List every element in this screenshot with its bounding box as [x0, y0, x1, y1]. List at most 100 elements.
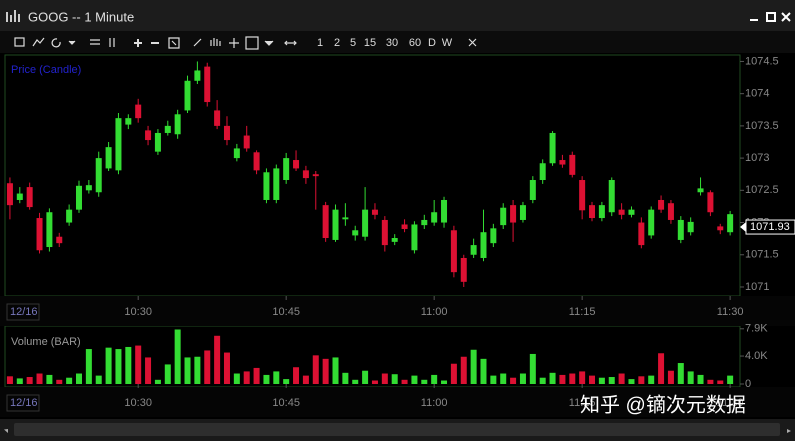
interval-button[interactable]: 2	[334, 37, 340, 49]
x-tick-label: 11:15	[569, 306, 596, 318]
volume-bar	[135, 345, 142, 384]
volume-bar	[85, 349, 92, 384]
volume-bar	[658, 353, 665, 384]
y-tick-label: 1071	[745, 281, 769, 293]
volume-bar	[519, 373, 526, 384]
candle-body	[253, 152, 260, 171]
date-label: 12/16	[10, 397, 38, 409]
scroll-icon[interactable]	[284, 40, 297, 46]
print-icon[interactable]	[14, 37, 25, 47]
interval-button[interactable]: 60	[409, 37, 421, 49]
candle-body	[85, 185, 92, 191]
volume-bar	[342, 372, 349, 384]
candle-body	[95, 158, 102, 193]
candle-body	[500, 207, 507, 226]
candle-body	[362, 209, 369, 237]
date-box	[6, 303, 40, 321]
volume-bar	[362, 370, 369, 384]
volume-bar	[480, 358, 487, 384]
maximize-button[interactable]	[766, 12, 776, 22]
interval-button[interactable]: W	[442, 37, 453, 49]
y-tick-label: 4.0K	[745, 350, 768, 362]
title-bar	[0, 0, 795, 31]
candle-body	[302, 170, 309, 179]
volume-bar	[549, 372, 556, 384]
volume-bar	[145, 357, 152, 384]
candle-body	[342, 217, 349, 220]
volume-bar	[194, 356, 201, 384]
y-tick-label: 0	[745, 378, 751, 390]
y-tick-label: 1073.5	[745, 120, 779, 132]
interval-button[interactable]: 15	[364, 37, 376, 49]
candle-body	[667, 203, 674, 220]
interval-button[interactable]: 5	[350, 37, 356, 49]
clear-icon[interactable]	[468, 38, 477, 47]
volume-bar	[214, 335, 221, 384]
candle-body	[332, 209, 339, 240]
volume-bar	[204, 350, 211, 384]
candle-body	[441, 199, 448, 223]
volume-bar	[618, 373, 625, 384]
candle-body	[204, 66, 211, 103]
price-pane	[4, 54, 741, 297]
volume-bar	[66, 377, 73, 384]
candle-body	[707, 192, 714, 213]
date-label: 12/16	[10, 306, 38, 318]
x-tick-label: 10:30	[124, 306, 152, 318]
volume-bar	[431, 374, 438, 384]
last-price-pointer	[740, 222, 746, 233]
x-tick-label: 11:15	[569, 397, 596, 409]
candle-body	[519, 205, 526, 220]
line-tool-icon[interactable]	[245, 36, 259, 50]
volume-bar	[460, 356, 467, 384]
volume-bar	[352, 379, 359, 384]
interval-button[interactable]: 1	[317, 37, 323, 49]
vlines-icon[interactable]	[109, 38, 115, 47]
volume-bar	[539, 377, 546, 384]
volume-bar	[302, 375, 309, 384]
candle-body	[608, 180, 615, 213]
date-box	[6, 394, 40, 412]
volume-bar	[687, 371, 694, 384]
hlines-icon[interactable]	[90, 39, 100, 45]
dropdown-icon[interactable]	[68, 40, 76, 45]
volume-bar	[638, 376, 645, 384]
draw-icon[interactable]	[193, 38, 202, 47]
dropdown-icon[interactable]	[264, 40, 274, 46]
candle-body	[115, 118, 122, 171]
candle-body	[36, 218, 43, 251]
x-tick-label: 11:30	[717, 397, 744, 409]
volume-bar	[164, 364, 171, 384]
reload-icon[interactable]	[51, 38, 61, 48]
volume-pane	[4, 325, 741, 388]
volume-bar	[293, 367, 300, 384]
candle-body	[66, 209, 73, 223]
chart-type-icon[interactable]	[32, 37, 45, 47]
volume-bar	[490, 375, 497, 384]
volume-bar	[450, 363, 457, 384]
close-button[interactable]	[781, 12, 791, 22]
candle-body	[233, 148, 240, 159]
y-tick-label: 1071.5	[745, 249, 779, 261]
pan-icon[interactable]	[210, 38, 221, 46]
y-tick-label: 1073	[745, 152, 769, 164]
volume-bar	[707, 379, 714, 384]
watermark: 知乎 @镝次元数据	[580, 393, 746, 416]
candle-body	[145, 130, 152, 141]
crosshair-icon[interactable]	[229, 38, 239, 48]
scrollbar-thumb[interactable]	[14, 423, 780, 436]
candle-body	[717, 226, 724, 231]
fit-icon[interactable]	[168, 37, 180, 49]
minimize-button[interactable]	[750, 19, 758, 21]
x-tick-label: 10:45	[272, 397, 300, 409]
interval-button[interactable]: 30	[386, 37, 398, 49]
interval-button[interactable]: D	[428, 37, 436, 49]
zoom-in-icon[interactable]	[134, 39, 142, 47]
volume-bar	[648, 375, 655, 384]
volume-bar	[233, 373, 240, 384]
candle-body	[243, 135, 250, 149]
x-tick-label: 10:45	[272, 306, 300, 318]
candle-body	[480, 232, 487, 258]
candle-body	[628, 209, 635, 215]
y-tick-label: 1074	[745, 88, 769, 100]
